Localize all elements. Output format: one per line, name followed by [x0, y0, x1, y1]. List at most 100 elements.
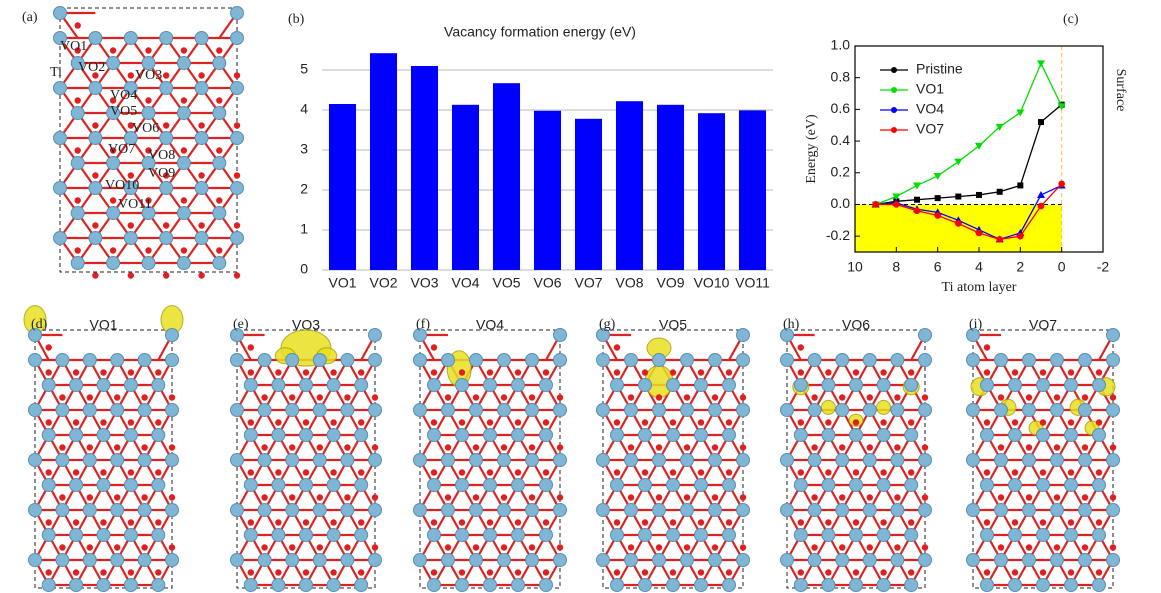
o-atom: [261, 544, 268, 551]
o-atom: [683, 444, 691, 451]
ti-atom: [553, 553, 567, 567]
o-atom: [330, 419, 337, 426]
ti-atom: [511, 378, 525, 392]
ti-atom: [1078, 353, 1092, 367]
ti-atom: [980, 578, 994, 592]
ti-atom: [212, 106, 227, 120]
ti-atom: [835, 503, 850, 517]
ti-atom: [525, 403, 539, 417]
ti-atom: [722, 378, 736, 392]
o-atom: [514, 469, 522, 476]
o-atom: [371, 394, 379, 401]
site-label: VO1: [60, 39, 87, 54]
o-atom: [1025, 544, 1033, 551]
o-atom: [613, 344, 621, 351]
ti-atom: [340, 453, 355, 467]
o-atom: [825, 469, 832, 476]
ti-atom: [483, 378, 497, 392]
o-atom: [316, 444, 323, 451]
ti-atom: [736, 353, 750, 367]
ti-atom: [41, 478, 56, 492]
o-atom: [109, 247, 117, 254]
ti-atom: [666, 478, 680, 492]
y-tick-label: 1.0: [831, 37, 851, 53]
o-atom: [275, 469, 282, 476]
o-atom: [725, 519, 733, 526]
ti-atom: [194, 81, 209, 95]
legend-label: VO4: [916, 101, 944, 117]
ti-atom: [610, 578, 624, 592]
ti-atom: [427, 528, 441, 542]
bar: [738, 110, 767, 271]
y-tick-label: 0.8: [831, 68, 851, 84]
o-atom: [655, 544, 663, 551]
ti-atom: [890, 503, 905, 517]
ti-atom: [1092, 428, 1106, 442]
ti-atom: [1106, 503, 1120, 517]
ti-atom: [1064, 578, 1078, 592]
ti-atom: [994, 453, 1008, 467]
o-atom: [627, 544, 635, 551]
o-atom: [1011, 469, 1019, 476]
ti-atom: [271, 478, 286, 492]
o-atom: [797, 569, 804, 576]
ti-atom: [483, 428, 497, 442]
o-atom: [669, 419, 677, 426]
panel-title: VO6: [842, 317, 870, 333]
o-atom: [92, 222, 99, 229]
bar: [615, 101, 644, 270]
marker: [995, 123, 1004, 131]
o-atom: [289, 394, 296, 401]
ti-atom: [88, 81, 103, 95]
ti-atom: [123, 231, 138, 245]
o-atom: [486, 469, 494, 476]
o-atom: [866, 544, 873, 551]
o-atom: [641, 569, 649, 576]
ti-atom: [821, 428, 836, 442]
ti-atom: [326, 478, 341, 492]
o-atom: [302, 519, 310, 526]
marker: [1016, 109, 1025, 117]
ti-atom: [110, 553, 125, 567]
ti-atom: [413, 553, 427, 567]
ti-atom: [312, 503, 327, 517]
y-tick-label: 4: [300, 101, 308, 117]
ti-atom: [652, 453, 666, 467]
o-atom: [1095, 569, 1103, 576]
o-atom: [839, 394, 846, 401]
ti-atom: [176, 56, 191, 70]
ti-atom: [511, 578, 525, 592]
o-atom: [825, 419, 832, 426]
ti-atom: [1064, 428, 1078, 442]
ti-atom: [354, 528, 369, 542]
o-atom: [233, 222, 241, 229]
ti-atom: [1022, 403, 1036, 417]
marker: [892, 193, 901, 201]
o-atom: [1053, 394, 1061, 401]
o-atom: [472, 444, 480, 451]
o-atom: [514, 569, 522, 576]
x-tick-label: VO1: [328, 275, 356, 291]
o-atom: [983, 419, 991, 426]
ti-atom: [230, 181, 244, 195]
ti-atom: [354, 428, 369, 442]
bar: [533, 110, 562, 270]
o-atom: [997, 494, 1005, 501]
o-atom: [430, 519, 438, 526]
ti-atom: [41, 578, 56, 592]
ti-atom: [368, 328, 382, 342]
ti-atom: [666, 428, 680, 442]
o-atom: [247, 469, 254, 476]
o-atom: [316, 494, 323, 501]
ti-atom: [427, 478, 441, 492]
ti-atom: [469, 403, 483, 417]
series-line: [875, 183, 1063, 240]
o-atom: [86, 394, 94, 401]
o-atom: [114, 394, 121, 401]
ti-atom: [299, 428, 313, 442]
o-atom: [72, 469, 80, 476]
ti-atom: [539, 428, 553, 442]
bar: [451, 104, 480, 270]
o-atom: [45, 419, 52, 426]
